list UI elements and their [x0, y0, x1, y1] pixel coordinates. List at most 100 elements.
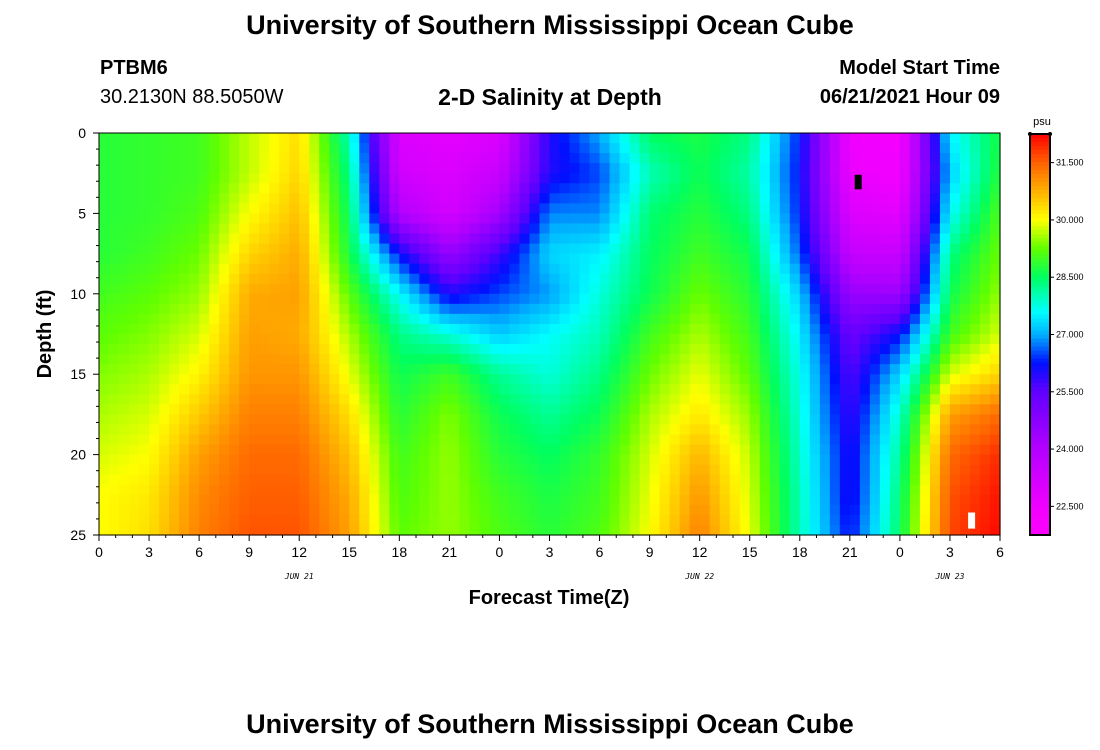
- heatmap-cell: [219, 193, 230, 204]
- heatmap-cell: [359, 374, 370, 385]
- heatmap-cell: [489, 273, 501, 285]
- heatmap-cell: [129, 444, 140, 456]
- heatmap-cell: [749, 344, 761, 355]
- colorbar-segment: [1030, 474, 1050, 480]
- heatmap-cell: [539, 283, 551, 295]
- heatmap-cell: [649, 494, 661, 506]
- heatmap-cell: [269, 313, 280, 325]
- heatmap-cell: [669, 454, 681, 466]
- heatmap-cell: [899, 464, 911, 476]
- heatmap-cell: [709, 283, 721, 295]
- heatmap-cell: [749, 454, 761, 466]
- heatmap-cell: [219, 323, 230, 335]
- heatmap-cell: [519, 504, 531, 516]
- heatmap-cell: [709, 293, 721, 305]
- heatmap-cell: [789, 193, 801, 204]
- heatmap-cell: [959, 163, 971, 174]
- heatmap-cell: [589, 374, 601, 385]
- heatmap-cell: [869, 153, 881, 164]
- heatmap-cell: [849, 354, 861, 365]
- heatmap-cell: [659, 334, 671, 345]
- heatmap-cell: [399, 313, 410, 325]
- heatmap-cell: [939, 243, 951, 255]
- heatmap-cell: [749, 293, 761, 305]
- heatmap-cell: [889, 374, 901, 385]
- heatmap-cell: [729, 524, 741, 536]
- heatmap-cell: [299, 384, 310, 395]
- x-tick-label: 15: [742, 544, 758, 560]
- heatmap-cell: [789, 454, 801, 466]
- heatmap-cell: [699, 283, 711, 295]
- heatmap-cell: [949, 394, 961, 405]
- heatmap-cell: [369, 253, 380, 265]
- heatmap-cell: [269, 133, 280, 144]
- heatmap-cell: [409, 474, 420, 486]
- heatmap-cell: [489, 474, 501, 486]
- heatmap-cell: [629, 494, 641, 506]
- heatmap-cell: [419, 253, 430, 265]
- heatmap-cell: [379, 273, 390, 285]
- heatmap-cell: [199, 273, 210, 285]
- heatmap-cell: [969, 163, 981, 174]
- heatmap-cell: [689, 223, 701, 235]
- heatmap-cell: [929, 283, 941, 295]
- heatmap-cell: [309, 223, 320, 235]
- heatmap-cell: [639, 494, 651, 506]
- heatmap-cell: [229, 444, 240, 456]
- heatmap-cell: [819, 193, 831, 204]
- heatmap-cell: [939, 313, 951, 325]
- heatmap-cell: [569, 273, 581, 285]
- heatmap-cell: [969, 183, 981, 194]
- heatmap-cell: [399, 253, 410, 265]
- heatmap-cell: [949, 143, 961, 154]
- heatmap-cell: [669, 253, 681, 265]
- heatmap-cell: [749, 364, 761, 375]
- heatmap-cell: [459, 384, 471, 395]
- heatmap-cell: [329, 444, 340, 456]
- heatmap-cell: [859, 193, 871, 204]
- heatmap-cell: [739, 243, 751, 255]
- heatmap-cell: [529, 193, 541, 204]
- heatmap-cell: [879, 494, 891, 506]
- heatmap-cell: [949, 484, 961, 496]
- heatmap-cell: [319, 354, 330, 365]
- heatmap-cell: [769, 474, 781, 486]
- heatmap-cell: [289, 253, 300, 265]
- heatmap-cell: [409, 313, 420, 325]
- heatmap-cell: [769, 223, 781, 235]
- heatmap-cell: [889, 494, 901, 506]
- heatmap-cell: [389, 394, 400, 405]
- heatmap-cell: [159, 233, 170, 245]
- heatmap-cell: [119, 344, 130, 355]
- heatmap-cell: [929, 414, 941, 426]
- heatmap-cell: [129, 454, 140, 466]
- heatmap-cell: [699, 484, 711, 496]
- heatmap-cell: [899, 233, 911, 245]
- heatmap-cell: [189, 374, 200, 385]
- heatmap-cell: [589, 283, 601, 295]
- heatmap-cell: [989, 243, 1001, 255]
- heatmap-cell: [889, 344, 901, 355]
- heatmap-cell: [329, 464, 340, 476]
- heatmap-cell: [449, 153, 460, 164]
- heatmap-cell: [329, 243, 340, 255]
- heatmap-cell: [389, 143, 400, 154]
- heatmap-cell: [829, 323, 841, 335]
- heatmap-cell: [739, 323, 751, 335]
- heatmap-cell: [649, 173, 661, 184]
- heatmap-cell: [499, 374, 511, 385]
- heatmap-cell: [399, 354, 410, 365]
- heatmap-cell: [469, 454, 481, 466]
- heatmap-cell: [589, 223, 601, 235]
- heatmap-cell: [549, 323, 561, 335]
- heatmap-cell: [239, 203, 250, 214]
- heatmap-cell: [339, 243, 350, 255]
- heatmap-cell: [169, 444, 180, 456]
- heatmap-cell: [659, 424, 671, 436]
- heatmap-cell: [279, 444, 290, 456]
- heatmap-cell: [899, 243, 911, 255]
- colorbar-corner-dot: [1048, 132, 1052, 136]
- heatmap-cell: [379, 173, 390, 184]
- heatmap-cell: [789, 143, 801, 154]
- heatmap-cell: [909, 414, 921, 426]
